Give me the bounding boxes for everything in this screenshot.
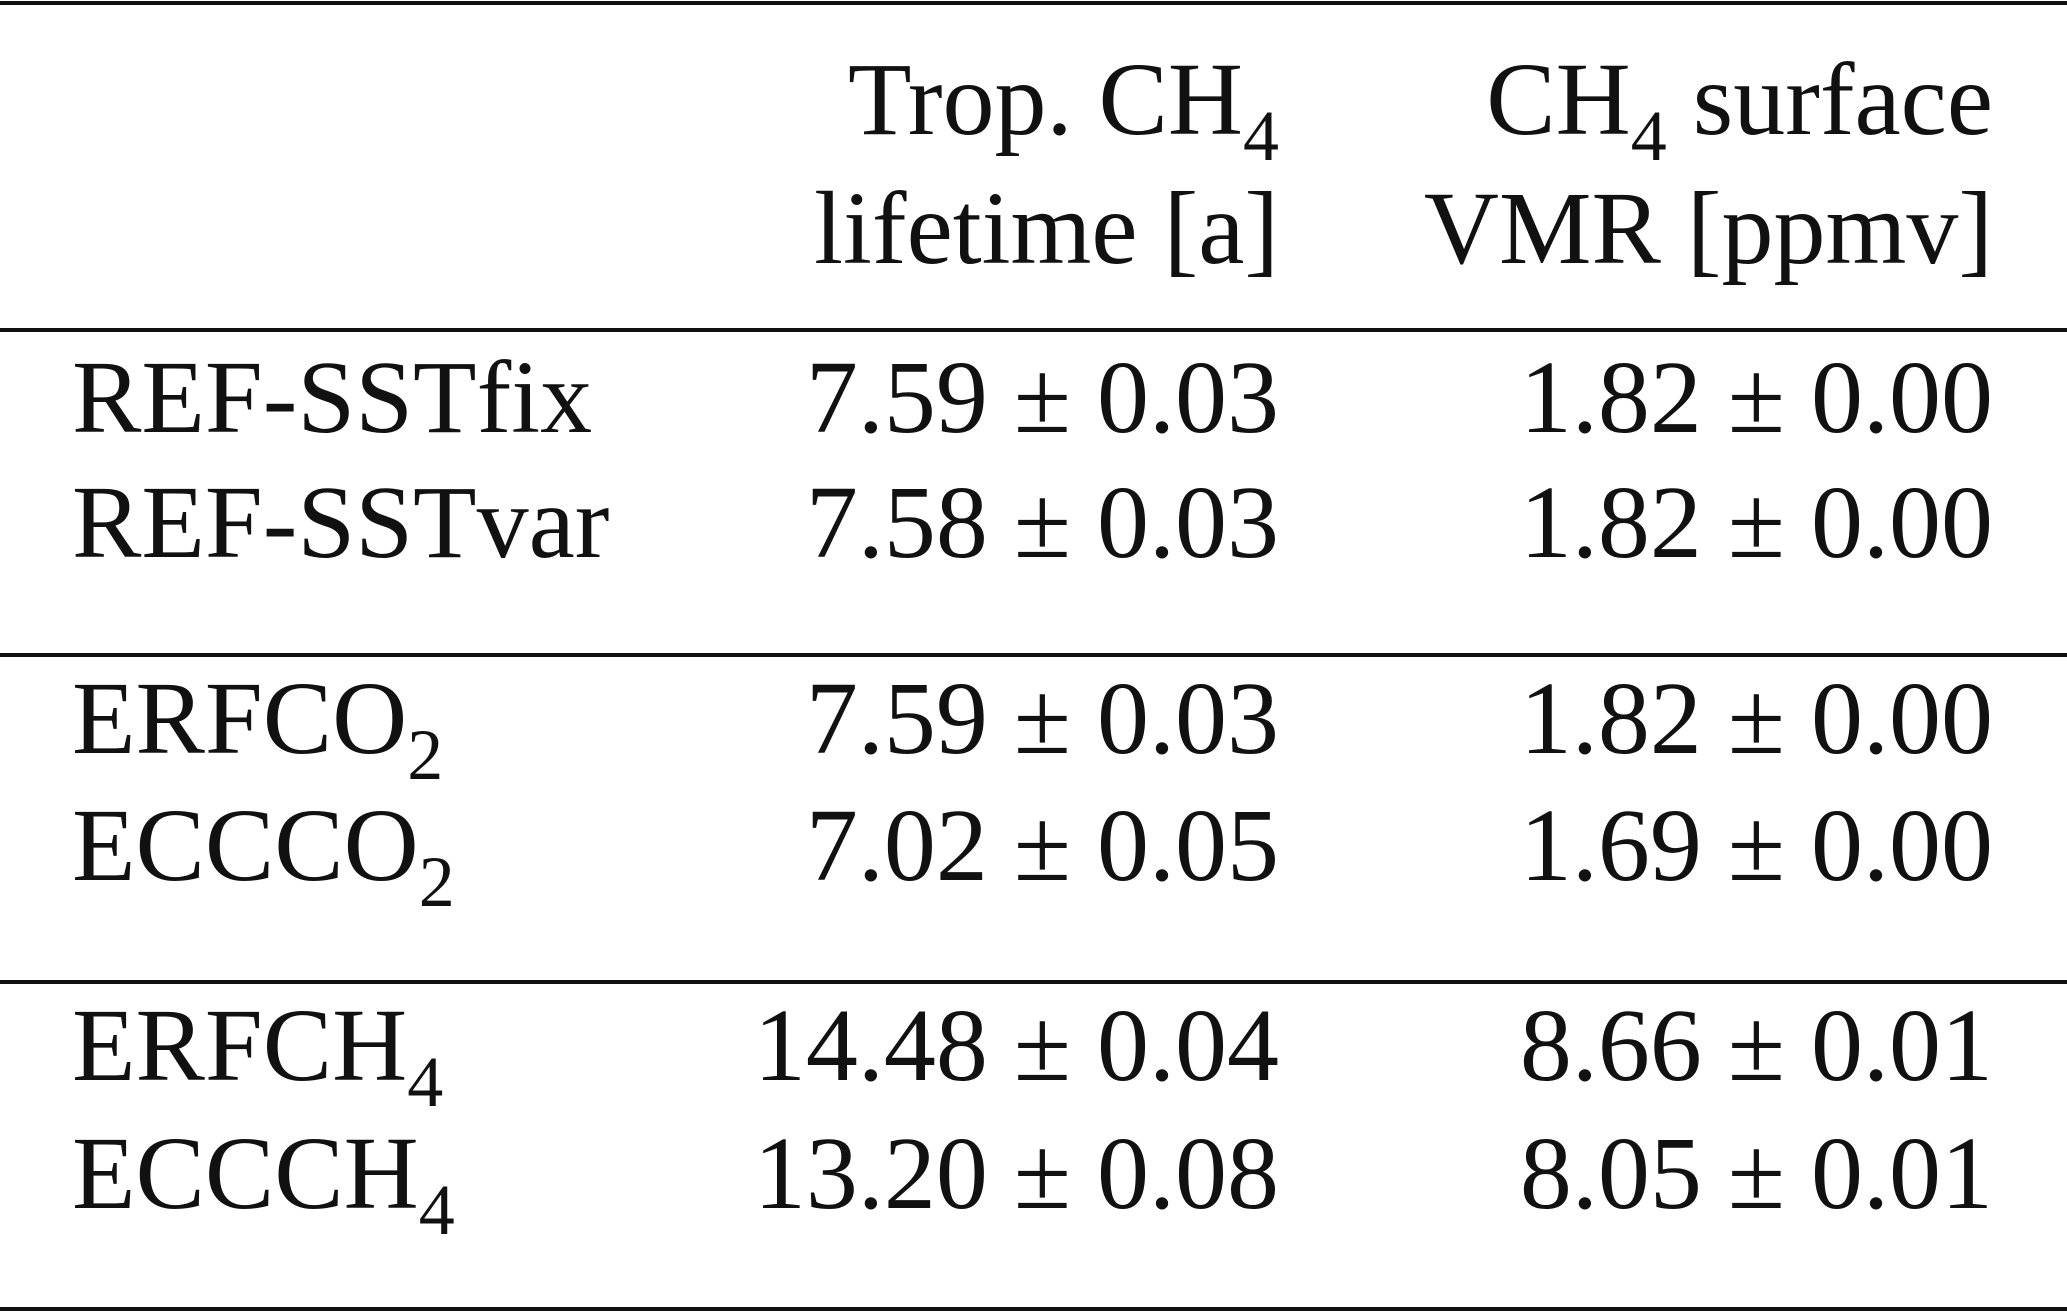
group-rule	[0, 653, 2067, 657]
value-cell: 13.20 ± 0.08	[753, 1116, 1279, 1231]
row-label: REF-SSTvar	[72, 471, 609, 575]
text: ECCCH	[72, 1116, 419, 1231]
row-label: ECCCO2	[72, 794, 455, 923]
value-cell: 8.66 ± 0.01	[1519, 988, 1993, 1103]
header-line: CH4 surface	[1486, 48, 1993, 177]
subscript: 4	[418, 1170, 455, 1250]
value-cell: 1.82 ± 0.00	[1519, 340, 1993, 455]
header-rule	[0, 328, 2067, 332]
subscript: 2	[418, 842, 455, 922]
text: surface	[1666, 42, 1993, 157]
row-label: REF-SSTfix	[72, 346, 592, 450]
text: ECCCO	[72, 788, 419, 903]
text: Trop. CH	[848, 42, 1243, 157]
value-cell: 8.05 ± 0.01	[1519, 1116, 1993, 1231]
value-cell: 7.59 ± 0.03	[805, 340, 1279, 455]
top-rule	[0, 1, 2067, 5]
subscript: 4	[1243, 96, 1279, 176]
text: REF-SSTvar	[72, 465, 610, 580]
subscript: 4	[407, 1042, 444, 1122]
row-label: ECCCH4	[72, 1122, 455, 1251]
value-cell: 7.58 ± 0.03	[805, 465, 1279, 580]
row-label: ERFCH4	[72, 994, 443, 1123]
text: REF-SSTfix	[72, 340, 593, 455]
header-line: VMR [ppmv]	[1423, 171, 1993, 286]
value-cell: 7.02 ± 0.05	[805, 788, 1279, 903]
row-label: ERFCO2	[72, 667, 443, 796]
header-line: Trop. CH4	[848, 48, 1279, 177]
value-cell: 1.82 ± 0.00	[1519, 661, 1993, 776]
value-cell: 1.82 ± 0.00	[1519, 465, 1993, 580]
value-cell: 14.48 ± 0.04	[753, 988, 1279, 1103]
text: CH	[1486, 42, 1631, 157]
value-cell: 7.59 ± 0.03	[805, 661, 1279, 776]
value-cell: 1.69 ± 0.00	[1519, 788, 1993, 903]
text: ERFCH	[72, 988, 408, 1103]
group-rule	[0, 980, 2067, 984]
header-line: lifetime [a]	[814, 171, 1279, 286]
text: ERFCO	[72, 661, 408, 776]
subscript: 2	[407, 715, 444, 795]
bottom-rule	[0, 1307, 2067, 1311]
subscript: 4	[1630, 96, 1667, 176]
